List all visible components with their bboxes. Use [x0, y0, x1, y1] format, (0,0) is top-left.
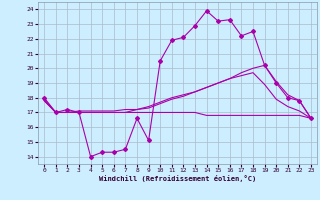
X-axis label: Windchill (Refroidissement éolien,°C): Windchill (Refroidissement éolien,°C): [99, 175, 256, 182]
